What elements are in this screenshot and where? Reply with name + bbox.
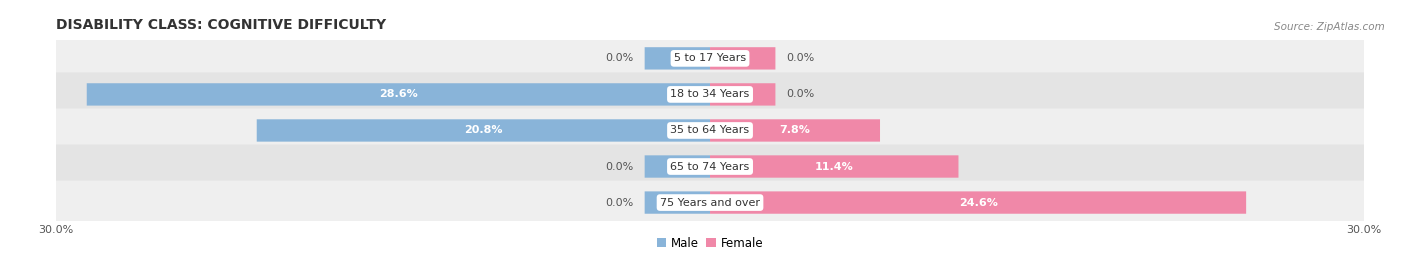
FancyBboxPatch shape (710, 191, 1246, 214)
FancyBboxPatch shape (644, 47, 710, 70)
Text: 35 to 64 Years: 35 to 64 Years (671, 125, 749, 136)
Text: 5 to 17 Years: 5 to 17 Years (673, 53, 747, 63)
Text: Source: ZipAtlas.com: Source: ZipAtlas.com (1274, 22, 1385, 31)
FancyBboxPatch shape (710, 155, 959, 178)
FancyBboxPatch shape (53, 36, 1367, 80)
Text: DISABILITY CLASS: COGNITIVE DIFFICULTY: DISABILITY CLASS: COGNITIVE DIFFICULTY (56, 18, 387, 32)
FancyBboxPatch shape (53, 72, 1367, 116)
FancyBboxPatch shape (53, 180, 1367, 225)
FancyBboxPatch shape (257, 119, 710, 142)
Text: 18 to 34 Years: 18 to 34 Years (671, 89, 749, 100)
Text: 11.4%: 11.4% (815, 161, 853, 172)
FancyBboxPatch shape (710, 119, 880, 142)
Text: 20.8%: 20.8% (464, 125, 502, 136)
FancyBboxPatch shape (87, 83, 710, 106)
Text: 0.0%: 0.0% (606, 161, 634, 172)
FancyBboxPatch shape (710, 83, 776, 106)
Text: 0.0%: 0.0% (606, 197, 634, 208)
Text: 65 to 74 Years: 65 to 74 Years (671, 161, 749, 172)
Text: 0.0%: 0.0% (786, 89, 814, 100)
Text: 24.6%: 24.6% (959, 197, 997, 208)
FancyBboxPatch shape (644, 155, 710, 178)
FancyBboxPatch shape (53, 108, 1367, 153)
Text: 28.6%: 28.6% (380, 89, 418, 100)
Text: 0.0%: 0.0% (786, 53, 814, 63)
Legend: Male, Female: Male, Female (652, 232, 768, 254)
Text: 75 Years and over: 75 Years and over (659, 197, 761, 208)
Text: 7.8%: 7.8% (779, 125, 810, 136)
FancyBboxPatch shape (53, 144, 1367, 189)
FancyBboxPatch shape (644, 191, 710, 214)
Text: 0.0%: 0.0% (606, 53, 634, 63)
FancyBboxPatch shape (710, 47, 776, 70)
